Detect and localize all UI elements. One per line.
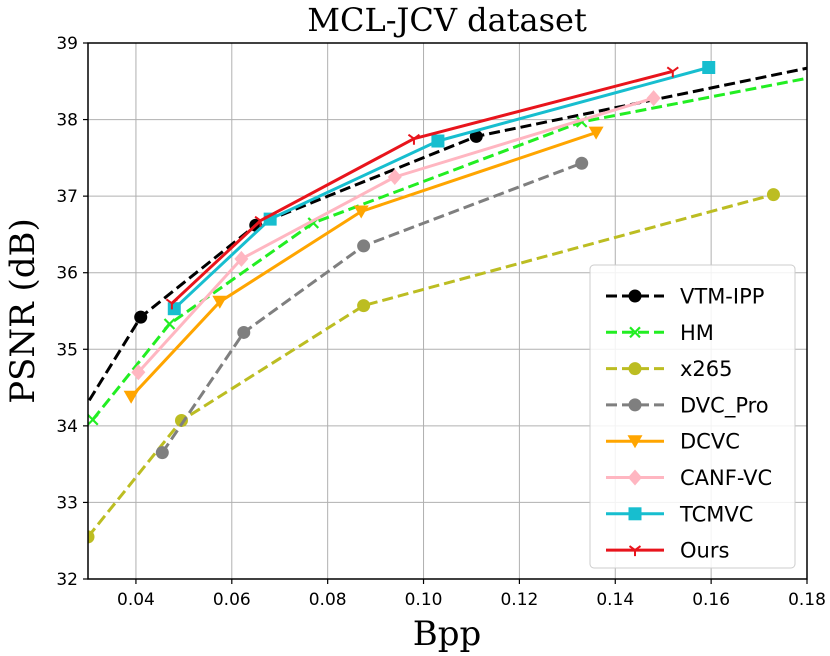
legend-marker: [628, 545, 642, 557]
legend-entry-canf-vc: CANF-VC: [606, 466, 772, 490]
series-canf-vc: [131, 90, 661, 381]
y-tick-label: 39: [56, 34, 78, 54]
series-line-canf-vc: [137, 96, 655, 374]
legend-entry-x265: x265: [606, 357, 733, 381]
x-tick-label: 0.06: [213, 590, 251, 610]
series-line-dvc-pro: [161, 161, 583, 454]
data-point-ours: [666, 66, 679, 78]
data-point-canf-vc: [131, 364, 146, 381]
data-point-tcmvc: [167, 302, 181, 316]
data-point-dcvc: [123, 390, 139, 404]
data-point-canf-vc: [387, 169, 402, 185]
data-point-dcvc: [588, 126, 604, 140]
series-line-tcmvc: [173, 66, 710, 310]
plot-frame: [87, 42, 808, 580]
legend-label: Ours: [680, 539, 729, 563]
legend-entry-dcvc: DCVC: [606, 430, 740, 454]
legend-entry-hm: HM: [606, 321, 714, 345]
series-dvc-pro: [155, 156, 589, 460]
legend-label: VTM-IPP: [680, 285, 764, 309]
series-dcvc: [123, 126, 604, 404]
data-point-ours: [165, 298, 178, 310]
y-tick-label: 33: [56, 493, 78, 513]
axis-ticks: 0.04 0.06 0.08 0.10 0.12 0.14 0.16 0.18 32 33 34 35…: [56, 34, 826, 610]
legend-entry-dvc-pro: DVC_Pro: [606, 393, 769, 418]
data-point-canf-vc: [234, 250, 249, 267]
legend-label: DVC_Pro: [680, 393, 769, 418]
series-x265: [88, 188, 780, 544]
legend-marker: [628, 507, 642, 521]
data-point-x265: [766, 188, 780, 202]
x-tick-label: 0.14: [596, 590, 634, 610]
legend-marker: [628, 362, 642, 376]
x-axis-label: Bpp: [413, 614, 482, 654]
series-ours: [165, 66, 679, 310]
legend-label: HM: [680, 321, 714, 345]
data-point-ours: [407, 133, 421, 145]
data-point-hm: [163, 318, 176, 330]
legend-marker: [628, 398, 642, 412]
y-tick-label: 36: [56, 264, 78, 284]
data-point-dcvc: [212, 295, 228, 309]
legend-box: [589, 264, 796, 569]
legend-label: DCVC: [680, 430, 740, 454]
y-tick-label: 38: [56, 111, 78, 131]
legend-marker: [627, 435, 643, 449]
legend: VTM-IPP HM x265 DVC_Pro DCVC CANF-VC TCMVC Ours: [589, 264, 796, 569]
legend-marker: [629, 326, 641, 339]
legend-entry-vtm-ipp: VTM-IPP: [606, 285, 764, 309]
legend-label: CANF-VC: [680, 466, 772, 490]
chart-title: MCL-JCV dataset: [307, 1, 587, 39]
series-line-x265: [88, 193, 774, 538]
data-point-tcmvc: [431, 134, 445, 148]
y-tick-label: 32: [56, 570, 78, 590]
x-tick-label: 0.12: [500, 590, 538, 610]
data-point-ours: [254, 215, 267, 227]
legend-marker: [628, 469, 642, 486]
x-tick-label: 0.08: [309, 590, 347, 610]
data-point-tcmvc: [702, 61, 716, 75]
y-tick-label: 37: [56, 187, 78, 207]
legend-label: TCMVC: [679, 502, 753, 526]
data-point-dvc-pro: [155, 446, 169, 460]
data-point-x265: [88, 530, 95, 544]
data-point-dvc-pro: [237, 325, 251, 339]
series-line-ours: [170, 69, 674, 305]
legend-marker: [628, 289, 642, 303]
x-tick-label: 0.04: [117, 590, 155, 610]
y-tick-label: 34: [56, 417, 78, 437]
series-line-dcvc: [130, 131, 597, 398]
y-axis-label: PSNR (dB): [3, 218, 43, 404]
data-point-dvc-pro: [575, 156, 589, 170]
legend-entry-tcmvc: TCMVC: [606, 502, 753, 526]
y-tick-label: 35: [56, 340, 78, 360]
legend-entry-ours: Ours: [606, 539, 729, 563]
data-point-vtm-ipp: [469, 129, 483, 143]
x-tick-label: 0.18: [788, 590, 826, 610]
data-point-dcvc: [353, 205, 369, 219]
data-point-vtm-ipp: [134, 310, 148, 324]
legend-label: x265: [680, 357, 733, 381]
series-layer: [88, 61, 807, 544]
data-point-dvc-pro: [357, 239, 371, 253]
data-point-canf-vc: [646, 90, 661, 107]
x-tick-label: 0.16: [692, 590, 730, 610]
x-tick-label: 0.10: [405, 590, 443, 610]
data-point-x265: [357, 299, 371, 313]
data-point-hm: [88, 413, 99, 426]
